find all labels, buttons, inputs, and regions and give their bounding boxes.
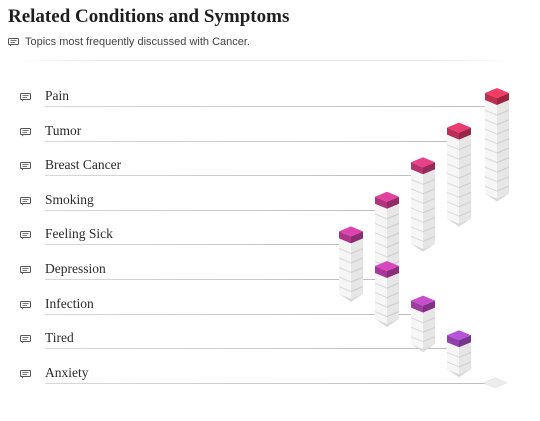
row-rule xyxy=(45,382,497,384)
topic-label[interactable]: Tumor xyxy=(45,122,82,138)
subtitle-text: Topics most frequently discussed with Ca… xyxy=(25,36,250,48)
speech-bubble-icon[interactable] xyxy=(20,162,31,171)
topic-row-depression[interactable]: Depression xyxy=(0,261,540,291)
speech-bubble-icon[interactable] xyxy=(20,93,31,102)
row-rule xyxy=(45,209,387,211)
speech-bubble-icon[interactable] xyxy=(20,335,31,344)
divider xyxy=(10,60,520,61)
subtitle: Topics most frequently discussed with Ca… xyxy=(8,36,250,48)
topic-label[interactable]: Smoking xyxy=(45,191,94,207)
speech-bubble-icon[interactable] xyxy=(20,196,31,206)
speech-bubble-icon[interactable] xyxy=(20,300,31,310)
speech-bubble-icon[interactable] xyxy=(20,369,31,379)
row-rule xyxy=(45,175,423,177)
topic-label[interactable]: Anxiety xyxy=(45,364,89,380)
topic-label[interactable]: Breast Cancer xyxy=(45,157,122,173)
row-rule xyxy=(45,348,459,350)
topic-label[interactable]: Feeling Sick xyxy=(45,226,113,242)
topic-row-tumor[interactable]: Tumor xyxy=(0,123,540,153)
topic-row-infection[interactable]: Infection xyxy=(0,296,540,326)
row-rule xyxy=(45,244,351,246)
row-rule xyxy=(45,313,423,315)
speech-bubble-icon[interactable] xyxy=(20,266,31,275)
topic-row-tired[interactable]: Tired xyxy=(0,330,540,360)
topic-row-feeling-sick[interactable]: Feeling Sick xyxy=(0,226,540,256)
header: Related Conditions and Symptoms Topics m… xyxy=(8,6,532,48)
row-rule xyxy=(45,106,497,107)
topic-label[interactable]: Infection xyxy=(45,295,94,311)
row-rule xyxy=(45,140,459,142)
topic-label[interactable]: Tired xyxy=(45,330,74,346)
topic-label[interactable]: Depression xyxy=(45,261,106,276)
page-title: Related Conditions and Symptoms xyxy=(8,6,290,27)
row-rule xyxy=(45,279,387,280)
speech-bubble-icon xyxy=(8,37,19,46)
topic-row-smoking[interactable]: Smoking xyxy=(0,192,540,222)
topic-row-pain[interactable]: Pain xyxy=(0,88,540,118)
topic-row-anxiety[interactable]: Anxiety xyxy=(0,365,540,395)
topic-row-breast-cancer[interactable]: Breast Cancer xyxy=(0,157,540,187)
speech-bubble-icon[interactable] xyxy=(20,127,31,137)
speech-bubble-icon[interactable] xyxy=(20,231,31,240)
topic-label[interactable]: Pain xyxy=(45,88,70,103)
